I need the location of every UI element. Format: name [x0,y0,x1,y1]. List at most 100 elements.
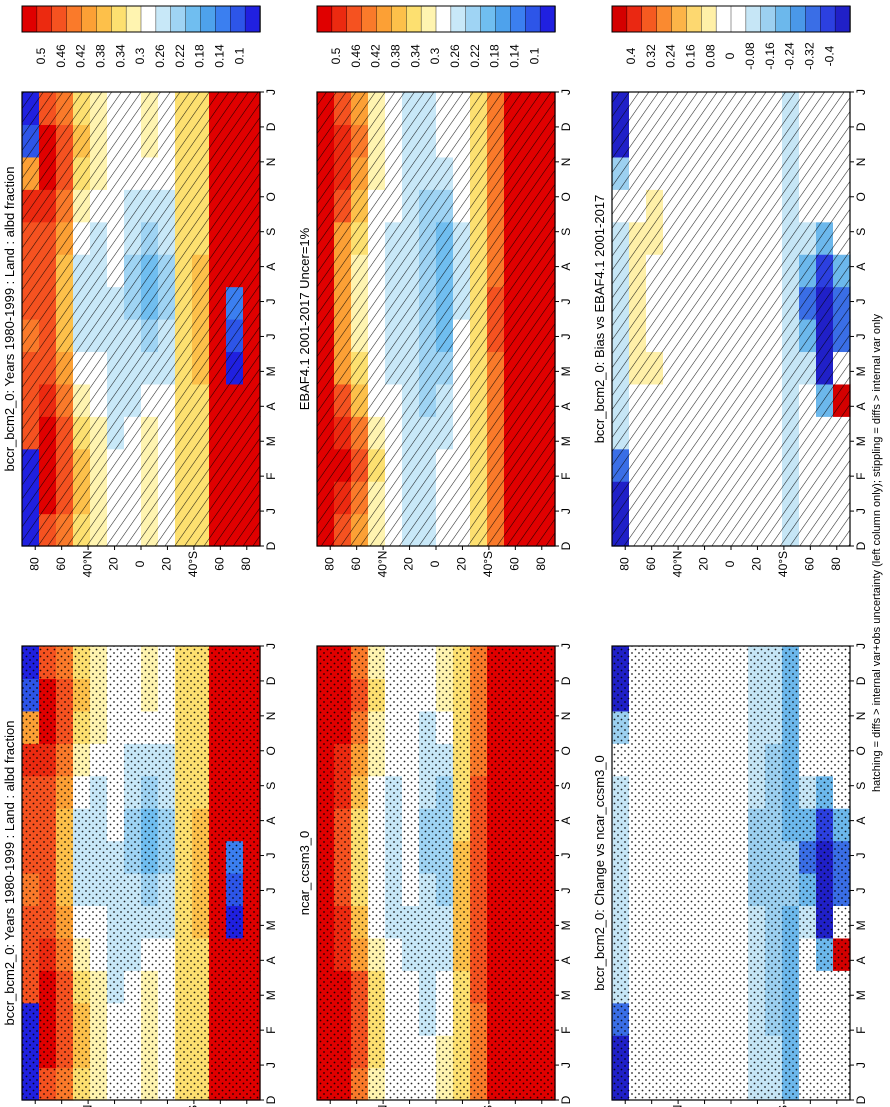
x-tick-label: M [559,990,573,1000]
colorbar-tick-label: 0.34 [113,44,127,68]
colorbar-swatch [347,6,362,32]
colorbar-tick-label: -0.08 [743,42,757,70]
colorbar-tick-label: 0.3 [133,47,147,64]
x-tick-label: J [854,887,868,893]
x-tick-label: D [264,1095,278,1104]
panel-obs_absolute: DJFMAMJJASONDJ80 60 40°N 20 0 20 40°S 60 80EBAF4… [297,6,573,577]
y-tick-label: 0 [133,560,147,567]
panel-model_absolute: DJFMAMJJASONDJ80 60 40°N 20 0 20 40°S 60 80bccr_… [2,6,278,577]
colorbar-swatch [126,6,141,32]
x-tick-label: F [559,472,573,479]
colorbar-swatch [642,6,657,32]
x-tick-label: A [854,402,868,410]
x-tick-label: J [264,508,278,514]
x-tick-label: A [559,263,573,271]
x-tick-label: F [264,472,278,479]
panel-title: bccr_bcm2_0: Change vs ncar_ccsm3_0 [592,755,607,991]
y-tick-label: 80 [829,557,843,571]
panel-title: bccr_bcm2_0: Years 1980-1999 : Land : al… [2,167,17,472]
x-tick-label: M [854,920,868,930]
x-tick-label: F [854,1026,868,1033]
y-tick-label: 40°S [776,551,790,577]
x-tick-label: J [559,89,573,95]
y-tick-label: 0 [723,560,737,567]
colorbar-swatch [686,6,701,32]
colorbar-swatch [612,6,627,32]
colorbar-swatch [540,6,555,32]
colorbar-swatch [716,6,731,32]
x-tick-label: D [264,541,278,550]
colorbar-tick-label: -0.24 [783,42,797,70]
panel-title: ncar_ccsm3_0 [297,831,312,916]
x-tick-label: J [559,853,573,859]
colorbar-swatch [791,6,806,32]
colorbar-swatch [332,6,347,32]
x-tick-label: D [559,676,573,685]
x-tick-label: O [559,192,573,201]
x-tick-label: D [264,122,278,131]
x-tick-label: F [559,1026,573,1033]
y-tick-label: 80 [27,557,41,571]
colorbar-tick-label: -0.16 [763,42,777,70]
stipple-overlay [317,646,555,1100]
x-tick-label: J [264,333,278,339]
x-tick-label: A [264,817,278,825]
colorbar-swatch [22,6,37,32]
panel-title: bccr_bcm2_0: Years 1980-1999 : Land : al… [2,721,17,1026]
x-tick-label: S [854,228,868,236]
x-tick-label: J [264,1062,278,1068]
colorbar-swatch [820,6,835,32]
x-tick-label: M [559,366,573,376]
colorbar-swatch [67,6,82,32]
x-tick-label: J [559,1062,573,1068]
colorbar-swatch [186,6,201,32]
stipple-overlay [22,646,260,1100]
x-tick-label: J [559,333,573,339]
colorbar-swatch [525,6,540,32]
colorbar-swatch [171,6,186,32]
x-tick-label: M [264,436,278,446]
x-tick-label: M [854,436,868,446]
panel-title: EBAF4.1 2001-2017 Uncer=1% [297,227,312,410]
x-tick-label: M [559,436,573,446]
colorbar-swatch [317,6,332,32]
colorbar-swatch [672,6,687,32]
colorbar-tick-label: 0.5 [34,47,48,64]
x-tick-label: N [854,712,868,721]
x-tick-label: N [559,158,573,167]
panels-layer: D J F M A M J J A S O N D J 80 60 40°N 20 0 20 40°S 60 80 bccr_… [2,6,868,1107]
colorbar-tick-label: 0.34 [408,44,422,68]
colorbar-swatch [657,6,672,32]
x-tick-label: M [264,920,278,930]
y-tick-label: 60 [54,557,68,571]
y-tick-label: 40°N [670,551,684,578]
y-tick-label: 20 [107,557,121,571]
colorbar-tick-label: 0.42 [369,44,383,68]
x-tick-label: O [264,746,278,755]
x-tick-label: M [264,366,278,376]
x-tick-label: J [559,299,573,305]
x-tick-label: D [559,1095,573,1104]
x-tick-label: D [559,122,573,131]
colorbar-tick-label: 0.3 [428,47,442,64]
colorbar-tick-label: 0.14 [213,44,227,68]
panel-model_absolute_stipple: DJFMAMJJASONDJ806040°N2002040°S6080bccr_… [2,643,278,1107]
x-tick-label: D [854,1095,868,1104]
colorbar-tick-label: 0.38 [94,44,108,68]
panel-title: bccr_bcm2_0: Bias vs EBAF4.1 2001-2017 [592,195,607,444]
y-tick-label: 20 [750,557,764,571]
x-tick-label: J [264,853,278,859]
colorbar-swatch [362,6,377,32]
y-tick-label: 20 [402,557,416,571]
colorbar-tick-label: 0.16 [684,44,698,68]
x-tick-label: D [854,676,868,685]
y-tick-label: 60 [803,557,817,571]
y-tick-label: 40°S [481,551,495,577]
y-tick-label: 80 [239,557,253,571]
x-tick-label: M [559,920,573,930]
colorbar-tick-label: 0 [723,52,737,59]
colorbar-swatch [776,6,791,32]
colorbar-tick-label: 0.22 [173,44,187,68]
x-tick-label: A [559,956,573,964]
x-tick-label: A [854,817,868,825]
